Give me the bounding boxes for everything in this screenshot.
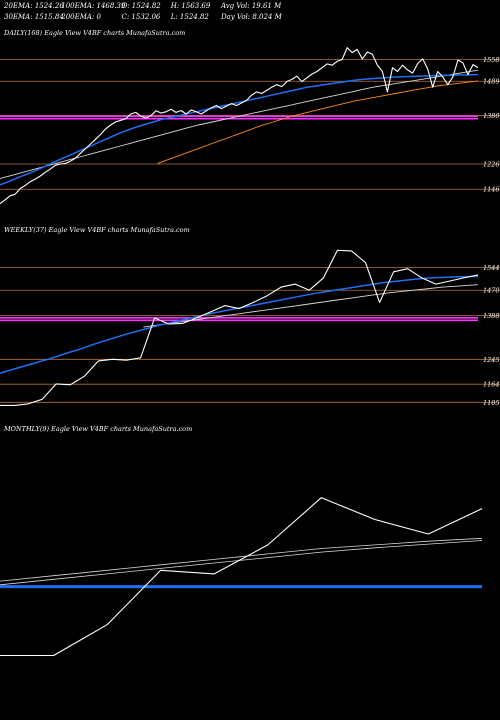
ema30-text: 30EMA: 1515.84 — [4, 13, 64, 21]
low-text: L: 1524.82 — [170, 13, 209, 21]
y-tick-label: 1105 — [483, 399, 500, 407]
price-line — [0, 497, 483, 657]
price-line — [0, 47, 479, 205]
y-tick-label: 1489 — [483, 78, 500, 86]
header-row-2: 30EMA: 1515.84 200EMA: 0 C: 1532.06 L: 1… — [4, 13, 282, 21]
day-vol-text: Day Vol: 8.024 M — [220, 13, 282, 21]
y-tick-label: 1388 — [483, 312, 500, 320]
header-row-1: 20EMA: 1524.26 100EMA: 1468.39 O: 1524.8… — [4, 2, 281, 10]
ema-grey-line — [0, 69, 479, 179]
close-text: C: 1532.06 — [121, 13, 161, 21]
price-line — [0, 249, 479, 406]
y-tick-label: 1470 — [483, 287, 500, 295]
y-tick-label: 1558 — [483, 56, 500, 64]
y-tick-label: 1226 — [483, 161, 500, 169]
monthly-panel-label: MONTHLY(9) Eagle View V4BF charts Munafa… — [4, 425, 193, 433]
weekly-panel-label: WEEKLY(37) Eagle View V4BF charts Munafa… — [4, 226, 190, 234]
ema100-text: 100EMA: 1468.39 — [61, 2, 126, 10]
ema20-text: 20EMA: 1524.26 — [4, 2, 64, 10]
ema-grey-line — [143, 284, 479, 328]
y-tick-label: 1146 — [483, 186, 500, 194]
y-tick-label: 1380 — [483, 112, 500, 120]
y-tick-label: 1544 — [483, 264, 500, 272]
ema200-text: 200EMA: 0 — [61, 13, 101, 21]
y-tick-label: 1164 — [483, 381, 500, 389]
open-text: O: 1524.82 — [121, 2, 161, 10]
ema-blue-line — [0, 73, 479, 186]
y-tick-label: 1245 — [483, 356, 500, 364]
high-text: H: 1563.69 — [170, 2, 211, 10]
ema-grey-line — [0, 540, 483, 586]
daily-panel-label: DAILY(168) Eagle View V4BF charts Munafa… — [4, 29, 186, 37]
ema-orange-line — [157, 80, 479, 164]
avg-vol-text: Avg Vol: 19.61 M — [220, 2, 282, 10]
ema-grey-line — [0, 537, 483, 582]
ema-blue-line — [0, 275, 479, 374]
